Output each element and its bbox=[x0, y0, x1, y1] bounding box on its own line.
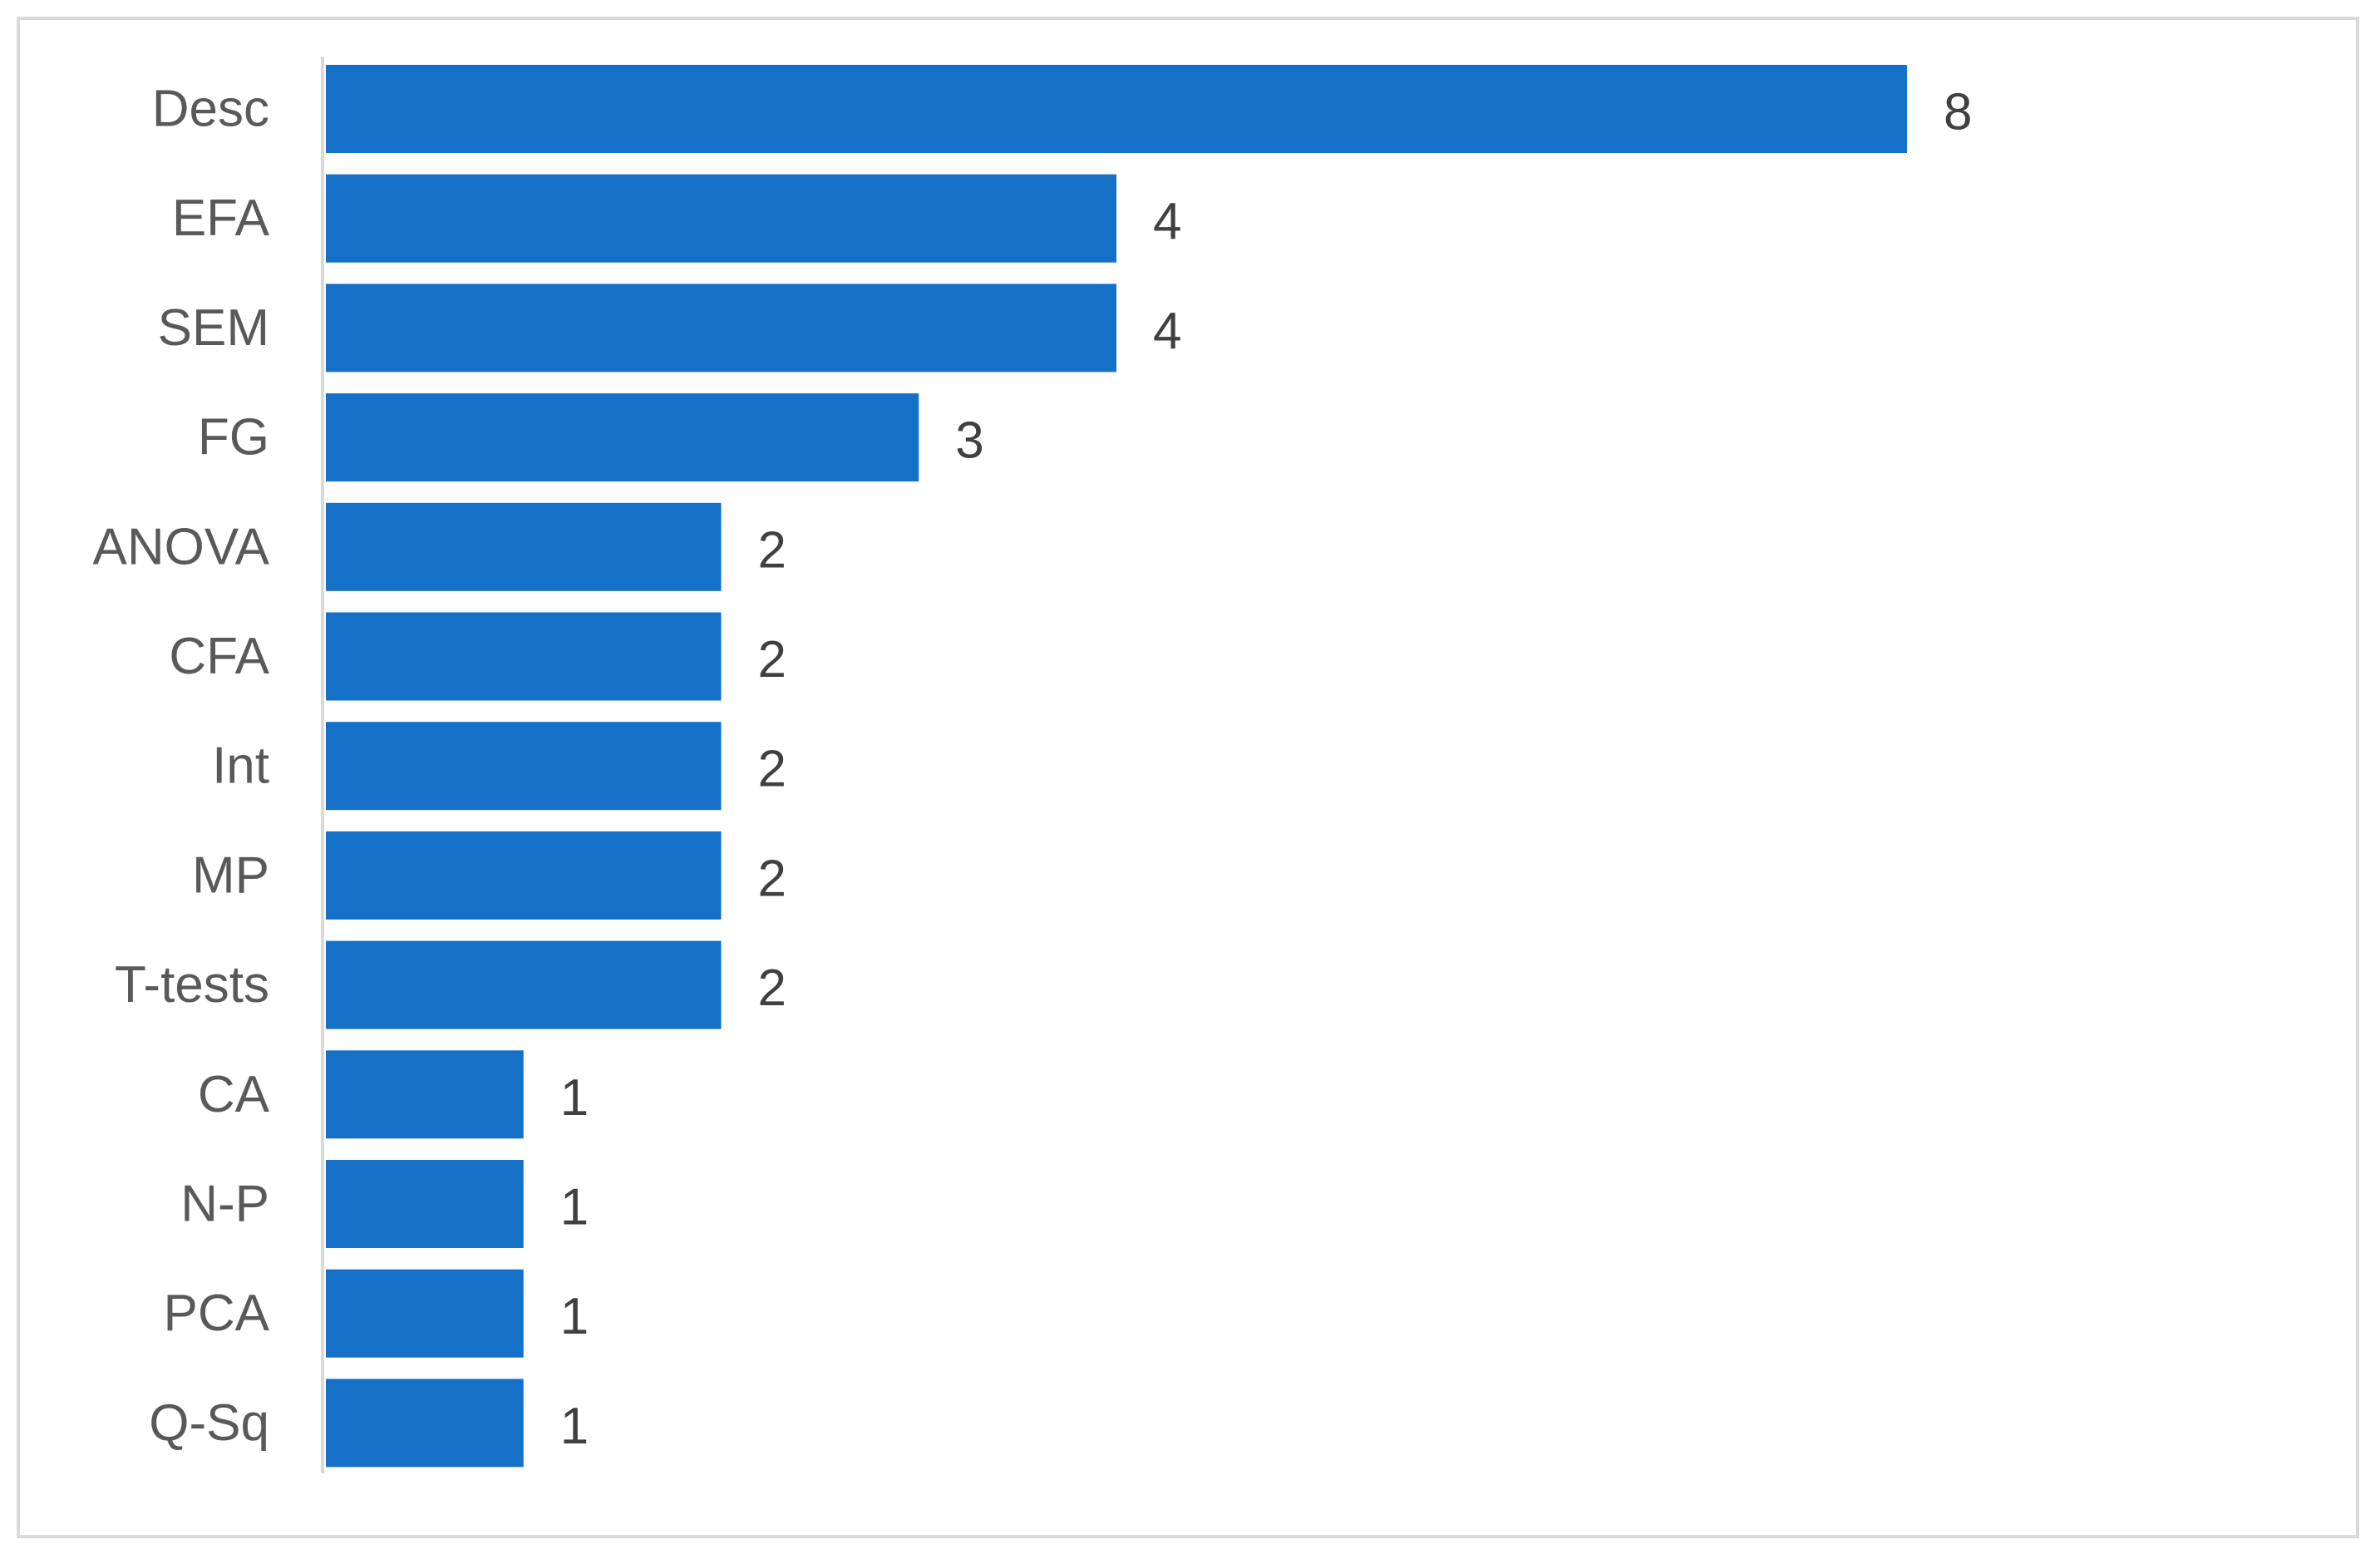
data-labels: 8 4 4 3 2 2 2 2 2 1 1 1 1 bbox=[560, 84, 1973, 1455]
data-label-pca: 1 bbox=[560, 1288, 589, 1345]
bar-fg bbox=[326, 393, 919, 482]
bar-cfa bbox=[326, 612, 722, 701]
category-label-efa: EFA bbox=[172, 190, 270, 247]
category-label-q-sq: Q-Sq bbox=[149, 1394, 269, 1452]
bar-t-tests bbox=[326, 940, 722, 1029]
bar-sem bbox=[326, 284, 1116, 372]
bar-q-sq bbox=[326, 1379, 524, 1468]
category-label-int: Int bbox=[212, 738, 269, 795]
data-label-mp: 2 bbox=[758, 850, 786, 907]
data-label-t-tests: 2 bbox=[758, 960, 786, 1017]
data-label-ca: 1 bbox=[560, 1069, 589, 1127]
category-label-cfa: CFA bbox=[169, 628, 269, 685]
bar-anova bbox=[326, 502, 722, 591]
category-label-sem: SEM bbox=[158, 299, 269, 357]
data-label-efa: 4 bbox=[1153, 193, 1181, 250]
category-label-pca: PCA bbox=[164, 1285, 270, 1342]
bar-pca bbox=[326, 1269, 524, 1358]
category-label-fg: FG bbox=[198, 409, 269, 466]
data-label-desc: 8 bbox=[1944, 84, 1972, 141]
category-label-anova: ANOVA bbox=[93, 518, 270, 575]
category-label-ca: CA bbox=[198, 1066, 270, 1123]
bar-n-p bbox=[326, 1160, 524, 1248]
data-label-q-sq: 1 bbox=[560, 1398, 589, 1455]
bar-desc bbox=[326, 65, 1907, 153]
category-label-n-p: N-P bbox=[180, 1176, 269, 1233]
data-label-anova: 2 bbox=[758, 521, 786, 579]
bars-group bbox=[326, 65, 1907, 1468]
bar-efa bbox=[326, 174, 1116, 263]
bar-int bbox=[326, 722, 722, 811]
category-labels: Desc EFA SEM FG ANOVA CFA Int MP T-tests CA N-P PCA… bbox=[93, 81, 270, 1452]
bar-mp bbox=[326, 831, 722, 920]
data-label-sem: 4 bbox=[1153, 303, 1181, 360]
data-label-int: 2 bbox=[758, 741, 786, 798]
data-label-n-p: 1 bbox=[560, 1179, 589, 1236]
bar-ca bbox=[326, 1050, 524, 1139]
category-label-mp: MP bbox=[192, 846, 269, 904]
data-label-fg: 3 bbox=[955, 412, 983, 470]
category-label-desc: Desc bbox=[152, 81, 269, 138]
data-label-cfa: 2 bbox=[758, 631, 786, 688]
category-label-t-tests: T-tests bbox=[115, 956, 269, 1014]
